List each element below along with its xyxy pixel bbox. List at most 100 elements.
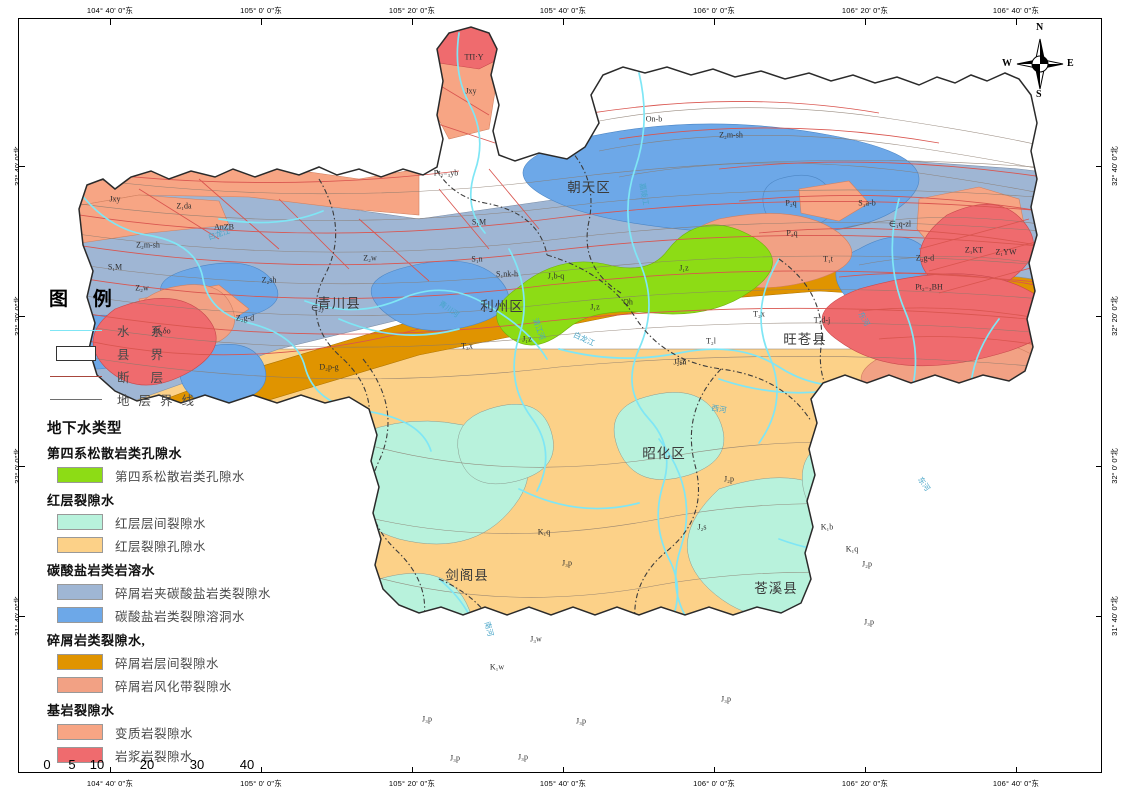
legend-swatch-item[interactable]: 碳酸盐岩类裂隙溶洞水 (47, 605, 297, 625)
scale-tick-label: 20 (139, 757, 155, 772)
county-border-symbol (56, 346, 96, 361)
compass-west-label: W (1002, 58, 1012, 69)
legend-swatch-item[interactable]: 变质岩裂隙水 (47, 722, 297, 742)
graticule-tick (714, 767, 716, 773)
scale-tick-label: 5 (68, 757, 76, 772)
county-label[interactable]: 朝天区 (567, 180, 611, 195)
compass-east-label: E (1067, 58, 1074, 69)
county-label[interactable]: 昭化区 (642, 446, 686, 461)
geology-code-label: S₁M (107, 262, 123, 272)
geology-code-label: Z₁da (176, 201, 192, 211)
graticule-tick (19, 316, 25, 318)
geology-code-label: D₂p-g (319, 362, 339, 372)
geology-code-label: T₂l (706, 336, 716, 346)
legend-swatch-item[interactable]: 红层裂隙孔隙水 (47, 535, 297, 555)
geology-code-label: P₂q (785, 198, 797, 208)
graticule-tick (412, 19, 414, 25)
legend-symbol (47, 346, 105, 361)
scale-tick-label: 30 (189, 757, 205, 772)
geology-code-label: Pt₂₋₃BH (915, 282, 943, 292)
graticule-tick (110, 767, 112, 773)
geology-code-label: Jxy (109, 194, 121, 204)
longitude-label: 106° 20' 0"东 (841, 779, 889, 788)
geology-code-label: Z₂w (363, 253, 377, 263)
geology-code-label: Z₂w (135, 283, 149, 293)
legend-color-swatch (57, 467, 103, 483)
scale-bar-ticks: 0 5 10 20 30 40 (43, 757, 307, 772)
graticule-tick (261, 767, 263, 773)
latitude-label: 32° 40' 0"北 (1110, 146, 1119, 186)
county-label[interactable]: 剑阁县 (445, 568, 489, 583)
geology-code-label: S₁nk-h (496, 269, 518, 279)
graticule-tick (865, 19, 867, 25)
legend-swatch-item[interactable]: 岩浆岩裂隙水 (47, 745, 297, 765)
legend-panel[interactable]: 图 例 水 系县 界断 层地层界线 地下水类型 第四系松散岩类孔隙水 第四系松散岩… (47, 284, 297, 768)
graticule-tick (412, 767, 414, 773)
longitude-label: 106° 40' 0"东 (992, 779, 1040, 788)
county-label[interactable]: 青川县 (317, 296, 361, 311)
legend-color-swatch (57, 654, 103, 670)
legend-swatch-item[interactable]: 第四系松散岩类孔隙水 (47, 465, 297, 485)
legend-groups: 第四系松散岩类孔隙水 第四系松散岩类孔隙水 红层裂隙水 红层层间裂隙水 红层裂隙孔隙水碳… (47, 443, 297, 765)
county-label[interactable]: 利州区 (480, 299, 524, 314)
geology-code-label: J₃p (576, 716, 586, 726)
geology-code-label: P₂q (786, 228, 798, 238)
county-label[interactable]: 旺苍县 (783, 332, 827, 347)
legend-symbol (47, 399, 105, 400)
legend-item-label: 水 系 (117, 325, 173, 339)
legend-swatch-item[interactable]: 红层层间裂隙水 (47, 512, 297, 532)
legend-item-label: 碎屑岩风化带裂隙水 (115, 679, 233, 694)
legend-group-heading: 基岩裂隙水 (47, 703, 115, 718)
legend-line-item[interactable]: 地层界线 (47, 389, 297, 410)
graticule-tick (563, 767, 565, 773)
longitude-label: 106° 0' 0"东 (693, 6, 735, 15)
compass-south-label: S (1036, 89, 1042, 100)
geology-code-label: Z₁YW (995, 247, 1017, 257)
legend-line-item[interactable]: 县 界 (47, 343, 297, 364)
graticule-tick (865, 767, 867, 773)
geology-code-label: Jxy (465, 86, 477, 96)
longitude-label: 105° 40' 0"东 (539, 6, 587, 15)
graticule-tick (1016, 767, 1018, 773)
legend-color-swatch (57, 514, 103, 530)
graticule-tick (1096, 466, 1102, 468)
line-symbol (50, 330, 102, 331)
map-canvas[interactable]: 青川县 朝天区 利州区 旺苍县 昭化区 剑阁县 苍溪县 TΠ·Υ Jxy Pt₂₋₃yb Jxy Z… (19, 19, 1101, 772)
geology-code-label: J₂p (862, 559, 872, 569)
geology-code-label: ∈₁q-zl (888, 219, 912, 229)
geology-code-label: S₁n (471, 254, 483, 264)
geology-code-label: J₂p (724, 474, 734, 484)
legend-line-item[interactable]: 水 系 (47, 320, 297, 341)
longitude-label: 104° 40' 0"东 (86, 6, 134, 15)
legend-swatch-item[interactable]: 碎屑岩风化带裂隙水 (47, 675, 297, 695)
legend-swatch-item[interactable]: 碎屑岩层间裂隙水 (47, 652, 297, 672)
graticule-tick (19, 616, 25, 618)
geology-code-label: K₁q (845, 544, 859, 554)
geology-code-label: TΠ·Υ (464, 52, 484, 62)
geology-code-label: J₁z (522, 334, 532, 344)
legend-item-label: 碳酸盐岩类裂隙溶洞水 (115, 609, 246, 624)
legend-item-label: 断 层 (117, 371, 173, 385)
legend-line-item[interactable]: 断 层 (47, 366, 297, 387)
legend-group-heading: 红层裂隙水 (47, 493, 115, 508)
legend-swatch-item[interactable]: 碎屑岩夹碳酸盐岩类裂隙水 (47, 582, 297, 602)
geology-code-label: K₁q (537, 527, 551, 537)
legend-item-label: 红层层间裂隙水 (115, 516, 207, 531)
legend-symbol (47, 376, 105, 377)
county-label[interactable]: 苍溪县 (754, 581, 798, 596)
geology-code-label: J₃p (422, 714, 432, 724)
geology-code-label: On-b (645, 114, 663, 124)
geology-code-label: K₁b (820, 522, 834, 532)
geology-code-label: J₃p (450, 753, 460, 763)
legend-section-title: 地下水类型 (47, 421, 122, 437)
legend-item-label: 红层裂隙孔隙水 (115, 539, 207, 554)
legend-item-label: 县 界 (117, 348, 173, 362)
geology-code-label: T₁d-j (813, 315, 831, 325)
legend-color-swatch (57, 677, 103, 693)
geology-code-label: Z₁KT (964, 245, 984, 255)
graticule-tick (19, 466, 25, 468)
legend-group-heading: 碳酸盐岩类岩溶水 (47, 563, 156, 578)
map-geology-svg[interactable] (19, 19, 1101, 772)
geology-code-label: Z₂sh (261, 275, 277, 285)
longitude-label: 105° 0' 0"东 (240, 779, 282, 788)
